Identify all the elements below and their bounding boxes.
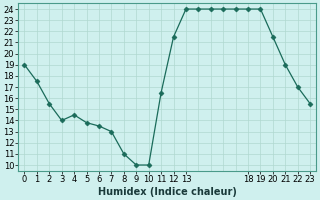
X-axis label: Humidex (Indice chaleur): Humidex (Indice chaleur)	[98, 187, 237, 197]
